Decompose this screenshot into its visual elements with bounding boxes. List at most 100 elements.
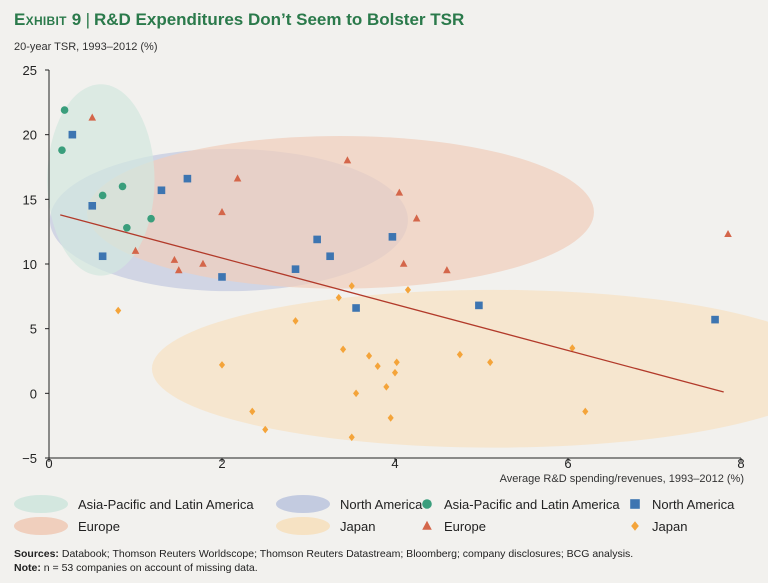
region-japan-ellipse [152,289,768,448]
note-line: Note: n = 53 companies on account of mis… [14,561,754,575]
legend-ellipse-swatch [14,517,68,535]
legend: Asia-Pacific and Latin America North Amer… [14,494,754,538]
north-america-point [68,130,77,139]
north-america-point [711,315,719,324]
legend-marker-north-america: North America [626,494,734,514]
apla-point [58,146,66,154]
north-america-point [291,265,300,273]
legend-label: North America [340,496,423,512]
legend-region-europe: Europe [14,516,120,536]
north-america-point [352,304,360,312]
legend-circle-icon [422,499,432,509]
x-tick-label: 8 [737,456,744,471]
y-tick-label: 20 [23,128,37,143]
japan-point [391,368,399,377]
japan-point [353,389,360,398]
x-tick-label: 4 [391,456,398,471]
apla-point [60,106,69,114]
legend-marker-swatch [630,499,640,509]
japan-point [366,352,373,360]
japan-point [387,414,394,422]
y-tick-label: 0 [30,386,37,401]
north-america-point [98,252,107,261]
apla-point [147,214,155,223]
europe-point [88,113,97,121]
north-america-point [157,186,166,195]
y-tick-label: −5 [22,451,37,466]
europe-point [399,259,408,267]
y-tick-label: 25 [23,63,37,78]
apla-point [98,191,107,200]
apla-point [123,223,131,232]
japan-point [582,407,589,416]
north-america-point [388,233,397,241]
scatter-plot: −5 0 5 10 15 20 25 0 2 4 6 8 [22,63,768,471]
x-tick-label: 0 [45,456,52,471]
legend-marker-japan: Japan [626,516,687,536]
chart-title: R&D Expenditures Don’t Seem to Bolster T… [93,10,465,29]
europe-point [412,214,421,222]
europe-point [724,229,732,238]
europe-point [131,246,140,254]
europe-point [443,266,451,274]
japan-point [569,344,576,352]
japan-point [456,350,463,359]
north-america-point [475,301,483,310]
north-america-point [313,235,321,244]
japan-point [115,306,122,315]
sources-text: Databook; Thomson Reuters Worldscope; Th… [61,548,634,560]
note-text: n = 53 companies on account of missing d… [43,562,258,574]
legend-region-apla: Asia-Pacific and Latin America [14,494,254,514]
legend-label: North America [652,496,735,512]
legend-label: Europe [444,518,486,534]
japan-point [348,282,355,290]
japan-point [393,358,400,367]
legend-marker-swatch [422,499,432,509]
y-axis-label: 20-year TSR, 1993–2012 (%) [14,41,158,53]
legend-label: Asia-Pacific and Latin America [444,496,620,512]
legend-diamond-icon [631,521,639,531]
legend-square-icon [630,499,640,509]
legend-label: Asia-Pacific and Latin America [78,496,254,512]
north-america-point [88,202,97,210]
japan-point [335,293,342,302]
japan-point [374,362,381,370]
legend-region-north-america: North America [276,494,422,514]
exhibit-number: Exhibit 9 [14,10,82,29]
legend-triangle-icon [422,520,432,530]
legend-label: Japan [340,518,376,534]
europe-point [233,174,242,182]
x-axis-label: Average R&D spending/revenues, 1993–2012… [499,473,744,485]
note-label: Note: [14,562,41,574]
legend-label: Japan [652,518,688,534]
japan-point [404,286,412,294]
notes: Sources: Databook; Thomson Reuters World… [14,547,754,575]
y-tick-label: 10 [23,257,37,272]
x-tick-label: 6 [564,456,571,471]
trend-line [60,214,724,393]
sources-line: Sources: Databook; Thomson Reuters World… [14,547,754,561]
north-america-point [326,252,334,261]
japan-point [340,345,347,354]
apla-point [118,182,127,191]
sources-label: Sources: [14,548,59,560]
japan-point [487,358,494,367]
japan-point [348,433,355,442]
legend-ellipse-swatch [14,495,68,513]
japan-point [292,317,299,325]
japan-point [218,361,226,369]
japan-point [249,407,256,416]
legend-ellipse-swatch [276,495,330,513]
japan-point [262,425,269,434]
europe-point [174,266,183,274]
region-europe-ellipse [87,135,594,289]
legend-marker-swatch [631,521,639,531]
y-tick-label: 5 [30,322,37,337]
legend-region-japan: Japan [276,516,375,536]
north-america-point [183,174,192,183]
legend-ellipse-swatch [276,517,330,535]
europe-point [343,156,352,164]
europe-point [395,188,404,196]
exhibit-title: Exhibit 9 | R&D Expenditures Don’t Seem to… [14,10,464,30]
legend-marker-europe: Europe [418,516,486,536]
